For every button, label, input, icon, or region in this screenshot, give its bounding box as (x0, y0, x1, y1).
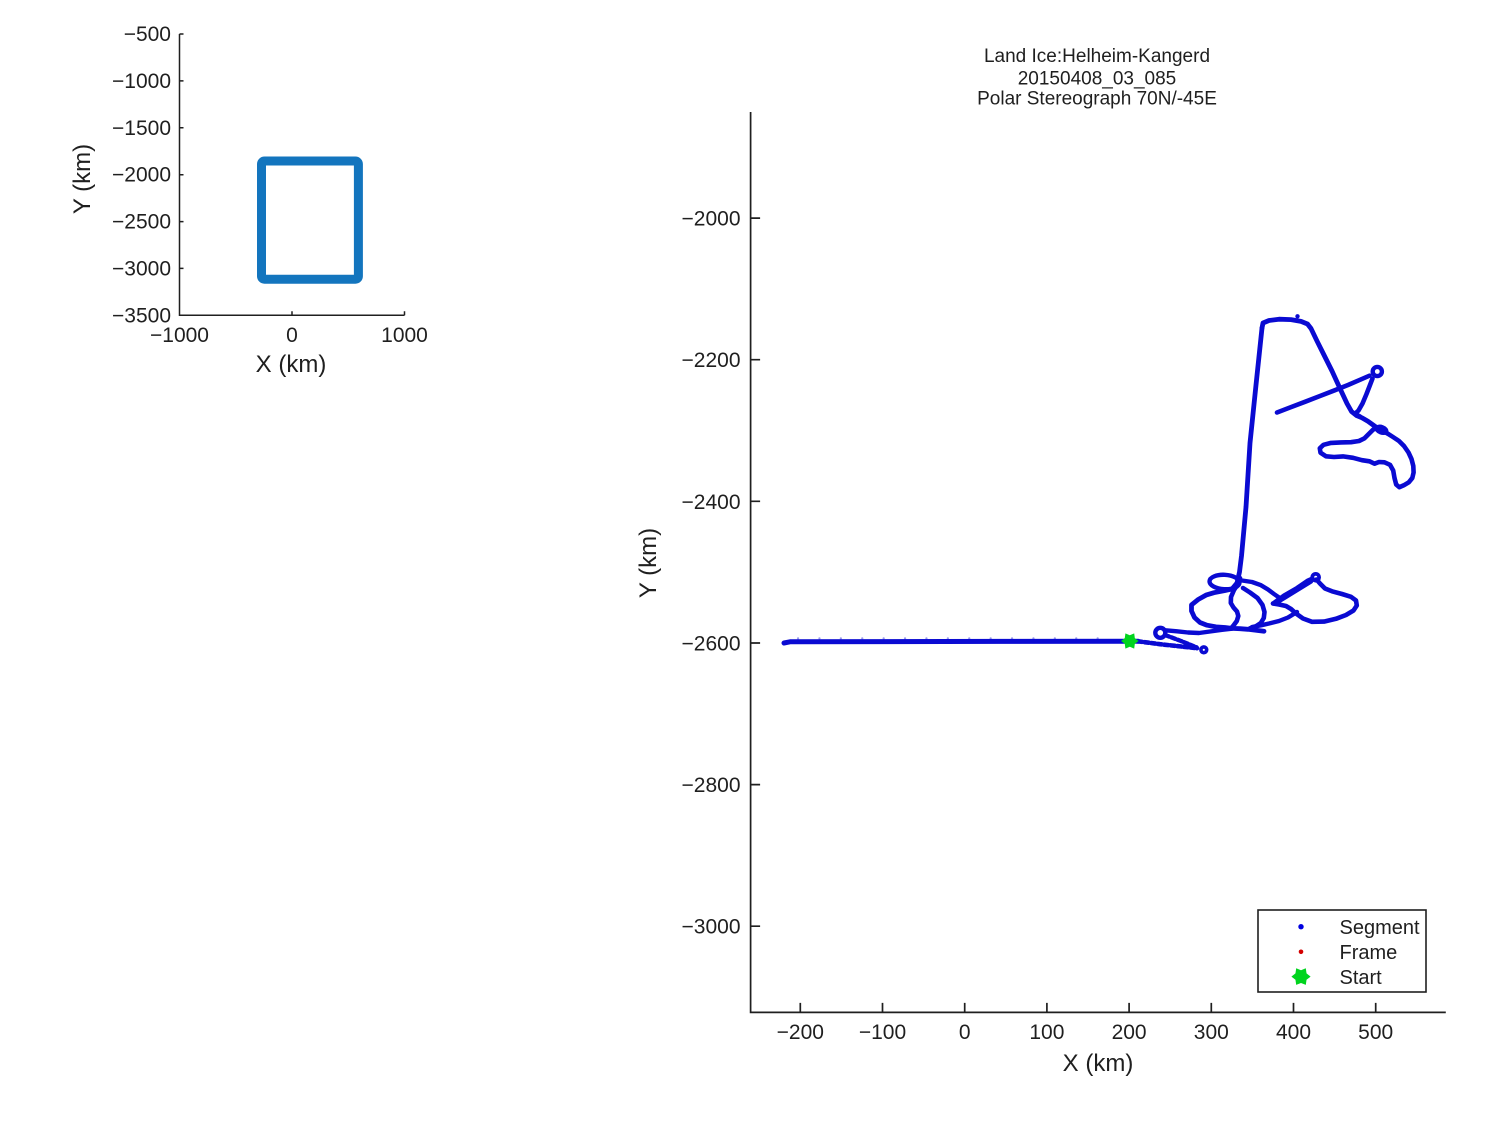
svg-text:−2000: −2000 (112, 164, 171, 187)
svg-text:−3000: −3000 (682, 916, 741, 939)
svg-text:Polar Stereograph 70N/-45E: Polar Stereograph 70N/-45E (977, 89, 1217, 110)
svg-text:−1500: −1500 (112, 117, 171, 140)
svg-text:−200: −200 (777, 1021, 824, 1044)
svg-text:−3000: −3000 (112, 257, 171, 280)
svg-text:−2200: −2200 (682, 349, 741, 372)
svg-text:X (km): X (km) (1063, 1050, 1134, 1077)
svg-text:0: 0 (959, 1021, 971, 1044)
svg-text:Frame: Frame (1340, 942, 1398, 964)
svg-text:500: 500 (1358, 1021, 1393, 1044)
svg-text:300: 300 (1194, 1021, 1229, 1044)
svg-text:1000: 1000 (381, 324, 428, 347)
svg-text:−2000: −2000 (682, 208, 741, 231)
svg-text:X (km): X (km) (256, 351, 327, 378)
svg-text:Land Ice:Helheim-Kangerd: Land Ice:Helheim-Kangerd (984, 46, 1210, 67)
svg-text:−2800: −2800 (682, 774, 741, 797)
svg-text:−2600: −2600 (682, 633, 741, 656)
svg-text:−500: −500 (124, 23, 171, 46)
svg-text:−1000: −1000 (150, 324, 209, 347)
svg-text:Y (km): Y (km) (69, 144, 96, 214)
svg-text:−2400: −2400 (682, 491, 741, 514)
svg-text:−3500: −3500 (112, 304, 171, 327)
svg-text:−1000: −1000 (112, 70, 171, 93)
svg-text:0: 0 (286, 324, 298, 347)
svg-text:Y (km): Y (km) (635, 528, 662, 598)
svg-text:−100: −100 (859, 1021, 906, 1044)
svg-text:Segment: Segment (1340, 917, 1420, 939)
svg-text:Start: Start (1340, 967, 1383, 989)
svg-text:−2500: −2500 (112, 211, 171, 234)
svg-text:200: 200 (1112, 1021, 1147, 1044)
svg-text:100: 100 (1029, 1021, 1064, 1044)
svg-text:400: 400 (1276, 1021, 1311, 1044)
svg-text:20150408_03_085: 20150408_03_085 (1018, 68, 1177, 89)
